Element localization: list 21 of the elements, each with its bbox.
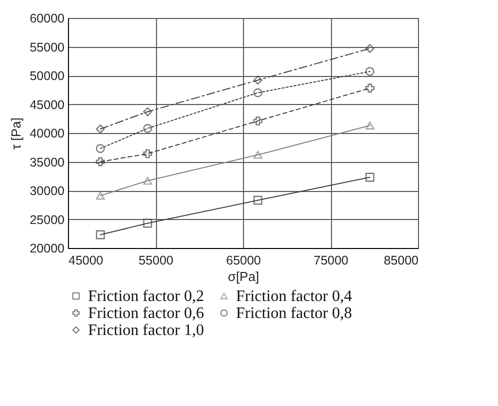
y-tick-label: 40000 <box>30 126 65 140</box>
y-axis-title: τ [Pa] <box>8 118 24 150</box>
y-tick-label: 45000 <box>30 98 65 112</box>
legend-label: Friction factor 0,4 <box>236 288 352 305</box>
x-tick-label: 65000 <box>226 254 261 268</box>
legend-label: Friction factor 0,8 <box>236 305 352 322</box>
y-tick-label: 25000 <box>30 212 65 227</box>
x-axis-title: σ[Pa] <box>228 269 260 284</box>
y-tick-label: 20000 <box>30 242 65 256</box>
x-tick-label: 55000 <box>138 254 174 268</box>
legend-label: Friction factor 0,6 <box>88 305 204 322</box>
y-tick-label: 55000 <box>30 40 65 54</box>
legend-label: Friction factor 1,0 <box>88 322 204 339</box>
legend-label: Friction factor 0,2 <box>88 288 204 305</box>
y-tick-label: 50000 <box>30 69 65 83</box>
x-tick-label: 45000 <box>68 254 104 268</box>
y-tick-label: 60000 <box>30 12 65 26</box>
y-tick-label: 35000 <box>30 155 65 170</box>
x-tick-label: 85000 <box>384 254 419 268</box>
x-tick-label: 75000 <box>314 254 348 268</box>
y-tick-label: 30000 <box>30 184 65 198</box>
